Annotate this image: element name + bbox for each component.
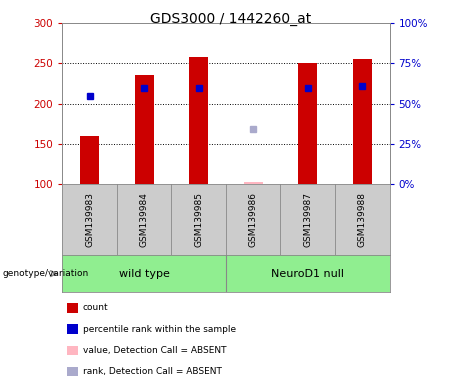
Text: GSM139983: GSM139983 [85, 192, 94, 247]
Text: NeuroD1 null: NeuroD1 null [271, 268, 344, 279]
Text: genotype/variation: genotype/variation [2, 269, 89, 278]
Bar [353, 59, 372, 184]
Text: wild type: wild type [118, 268, 170, 279]
Bar [135, 76, 154, 184]
Text: count: count [83, 303, 109, 313]
Text: GSM139986: GSM139986 [248, 192, 258, 247]
Bar [298, 63, 317, 184]
Text: percentile rank within the sample: percentile rank within the sample [83, 324, 236, 334]
Text: GSM139984: GSM139984 [140, 192, 148, 247]
Text: GSM139987: GSM139987 [303, 192, 312, 247]
Bar [243, 182, 263, 184]
Text: rank, Detection Call = ABSENT: rank, Detection Call = ABSENT [83, 367, 222, 376]
Text: value, Detection Call = ABSENT: value, Detection Call = ABSENT [83, 346, 226, 355]
Bar [189, 57, 208, 184]
Text: GDS3000 / 1442260_at: GDS3000 / 1442260_at [150, 12, 311, 25]
Text: GSM139988: GSM139988 [358, 192, 367, 247]
Text: GSM139985: GSM139985 [194, 192, 203, 247]
Bar [80, 136, 99, 184]
